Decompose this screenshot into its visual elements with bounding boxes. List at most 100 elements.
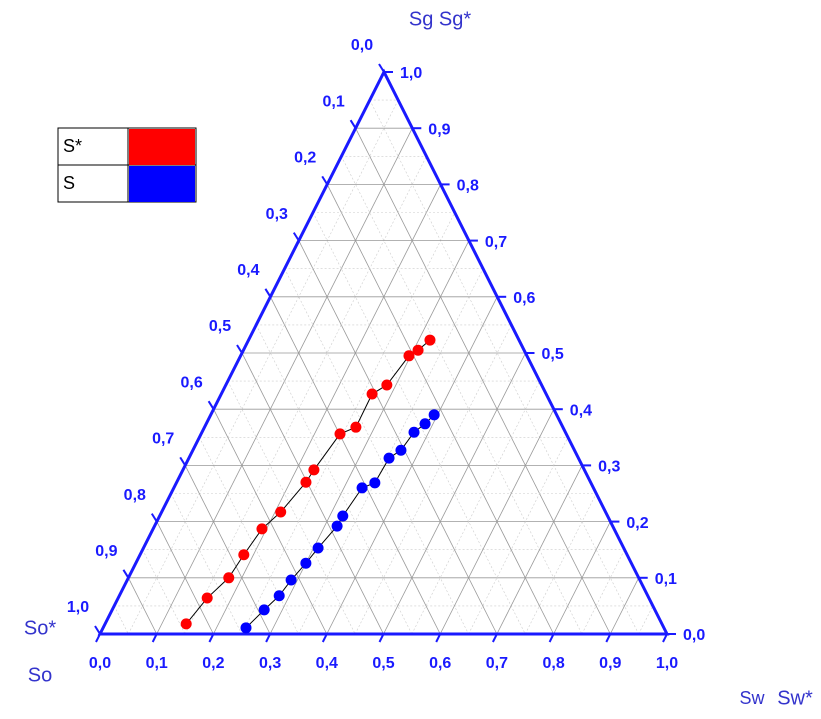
data-point bbox=[238, 549, 250, 561]
minor-grid-line bbox=[184, 156, 427, 635]
grid-line bbox=[156, 521, 214, 635]
legend-label: S* bbox=[63, 136, 82, 156]
tick-mark bbox=[264, 288, 272, 298]
data-point bbox=[395, 444, 407, 456]
data-point bbox=[424, 334, 436, 346]
tick-label: 0,0 bbox=[683, 627, 705, 644]
data-point bbox=[419, 418, 431, 430]
tick-mark bbox=[236, 344, 243, 354]
tick-label: 0,1 bbox=[655, 571, 677, 588]
tick-label: 0,2 bbox=[202, 655, 224, 672]
tick-label: 0,7 bbox=[152, 431, 174, 448]
tick-mark bbox=[378, 63, 385, 73]
data-point bbox=[300, 557, 312, 569]
minor-grid-line bbox=[227, 380, 356, 635]
tick-mark bbox=[662, 633, 668, 643]
tick-label: 0,7 bbox=[486, 655, 508, 672]
tick-label: 0,6 bbox=[180, 374, 202, 391]
data-point bbox=[408, 426, 420, 438]
tick-mark bbox=[151, 633, 158, 643]
tick-label: 0,6 bbox=[513, 290, 535, 307]
minor-grid-line bbox=[255, 324, 413, 635]
tick-mark bbox=[208, 633, 215, 643]
grid-line bbox=[609, 577, 640, 635]
tick-label: 0,8 bbox=[457, 178, 479, 195]
minor-grid-line bbox=[113, 605, 129, 635]
data-point bbox=[258, 604, 270, 616]
tick-label: 0,7 bbox=[485, 234, 507, 251]
minor-grid-line bbox=[468, 437, 569, 635]
minor-grid-line bbox=[284, 268, 469, 635]
tick-label: 0,4 bbox=[316, 655, 338, 672]
minor-grid-line bbox=[354, 324, 512, 635]
tick-label: 0,9 bbox=[95, 543, 117, 560]
tick-mark bbox=[265, 633, 271, 643]
tick-mark bbox=[321, 175, 329, 185]
data-point bbox=[369, 477, 381, 489]
tick-label: 1,0 bbox=[400, 65, 422, 82]
data-point bbox=[356, 482, 368, 494]
bottom-axis-label: Sw* bbox=[777, 687, 813, 709]
minor-grid-line bbox=[411, 380, 540, 635]
data-point bbox=[223, 572, 235, 584]
legend-swatch bbox=[129, 166, 195, 202]
minor-grid-line bbox=[142, 549, 186, 635]
data-point bbox=[180, 618, 192, 630]
tick-label: 0,4 bbox=[237, 262, 259, 279]
tick-mark bbox=[95, 633, 101, 643]
data-point bbox=[383, 452, 395, 464]
minor-grid-line bbox=[298, 268, 484, 635]
tick-label: 0,8 bbox=[124, 487, 146, 504]
data-point bbox=[366, 388, 378, 400]
tick-label: 0,5 bbox=[209, 318, 231, 335]
tick-label: 0,3 bbox=[259, 655, 281, 672]
minor-grid-line bbox=[638, 605, 654, 635]
tick-mark bbox=[207, 400, 215, 410]
tick-mark bbox=[435, 633, 442, 643]
data-point bbox=[256, 523, 268, 535]
tick-mark bbox=[492, 633, 498, 643]
data-point bbox=[312, 542, 324, 554]
minor-grid-line bbox=[241, 212, 456, 635]
minor-grid-line bbox=[312, 212, 526, 635]
tick-label: 0,8 bbox=[542, 655, 564, 672]
data-point bbox=[381, 379, 393, 391]
minor-grid-line bbox=[199, 437, 299, 635]
grid-line bbox=[439, 409, 555, 635]
data-point bbox=[334, 428, 346, 440]
data-point bbox=[275, 506, 287, 518]
left-axis-label: So* bbox=[24, 617, 56, 639]
minor-grid-line bbox=[341, 156, 583, 635]
tick-label: 0,3 bbox=[598, 459, 620, 476]
tick-label: 0,5 bbox=[542, 346, 564, 363]
tick-label: 0,1 bbox=[322, 93, 344, 110]
tick-mark bbox=[179, 456, 187, 466]
tick-mark bbox=[605, 633, 612, 643]
tick-mark bbox=[548, 633, 555, 643]
tick-mark bbox=[94, 625, 101, 635]
grid-line bbox=[128, 577, 158, 635]
tick-mark bbox=[378, 633, 385, 643]
data-point bbox=[285, 574, 297, 586]
minor-grid-line bbox=[581, 549, 625, 635]
tick-label: 0,4 bbox=[570, 402, 592, 419]
tick-label: 0,0 bbox=[89, 655, 111, 672]
minor-grid-line bbox=[170, 493, 243, 635]
data-point bbox=[331, 520, 343, 532]
tick-label: 1,0 bbox=[67, 599, 89, 616]
grid-line bbox=[241, 352, 384, 635]
tick-label: 0,9 bbox=[428, 121, 450, 138]
data-point bbox=[273, 590, 285, 602]
grid-line bbox=[184, 465, 271, 635]
tick-label: 0,5 bbox=[372, 655, 394, 672]
data-point bbox=[308, 464, 320, 476]
tick-mark bbox=[292, 232, 300, 242]
data-point bbox=[403, 350, 415, 362]
legend-label: S bbox=[63, 173, 75, 193]
tick-label: 0,9 bbox=[599, 655, 621, 672]
grid-line bbox=[496, 465, 583, 635]
tick-label: 0,6 bbox=[429, 655, 451, 672]
tick-label: 0,1 bbox=[146, 655, 168, 672]
tick-label: 0,2 bbox=[626, 515, 648, 532]
tick-label: 0,0 bbox=[351, 37, 373, 54]
